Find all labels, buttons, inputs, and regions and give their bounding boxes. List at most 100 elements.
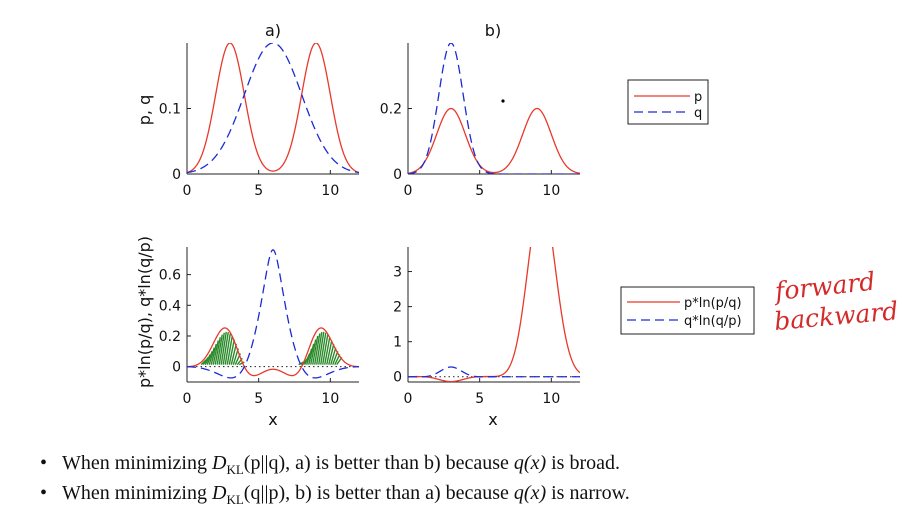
panel-b-plot: 0 5 10 0 0.2 [380,43,580,199]
bullet-list: • When minimizing DKL(p||q), a) is better… [40,452,630,512]
hatch-stroke [312,335,319,365]
x-tick-label: 0 [404,391,413,407]
hatch-stroke [310,339,317,365]
panel-c-ylabel: p*ln(p/q), q*ln(q/p) [135,236,154,388]
panel-b: b) 0 5 10 0 0.2 [380,21,580,199]
kl-subscript: KL [226,492,244,507]
panel-c-xlabel: x [268,410,277,429]
series-line-plnpq [187,327,359,377]
hatch-stroke [214,337,221,365]
hatch-stroke [224,333,231,365]
y-tick-label: 1 [393,335,402,351]
kl-symbol: D [211,452,227,474]
hatch-stroke [206,351,213,365]
y-tick-label: 0 [172,360,181,376]
x-tick-label: 0 [183,183,192,199]
legend-pln-label: p*ln(p/q) [684,296,742,311]
legend-top-box [627,79,709,125]
panel-d-xlabel: x [488,410,497,429]
x-tick-label: 0 [404,183,413,199]
legend-qln-label: q*ln(q/p) [684,314,742,329]
panel-c-plot: 0 5 10 0 0.2 0.4 0.6 [159,247,359,407]
bullet-dot: • [40,452,48,474]
series-line-q [408,43,580,174]
bullet-dot: • [40,482,48,504]
panel-c: p*ln(p/q), q*ln(q/p) x 0 5 10 0 0.2 0.4 0.6 [135,236,359,429]
x-tick-label: 5 [254,183,263,199]
hatch-stroke [326,340,333,365]
x-tick-label: 10 [542,391,560,407]
kl-subscript: KL [226,462,244,477]
bullet-text: is narrow. [546,482,630,504]
handwritten-annotation: forward backward [772,267,900,336]
hatch-stroke [332,351,339,365]
hatch-stroke [306,348,313,365]
bullet-text: When minimizing [62,482,212,504]
hatch-stroke [320,332,327,365]
hatch-stroke [316,331,323,365]
hatch-stroke [228,339,235,365]
series-line-p [187,43,359,174]
y-tick-label: 3 [393,265,402,281]
hatch-stroke [230,343,237,365]
hatch-stroke [308,343,315,365]
stray-dot [501,99,505,103]
bullet-text: (q||p), b) is better than a) because [243,482,514,504]
x-tick-label: 10 [321,391,339,407]
x-tick-label: 10 [321,183,339,199]
hatch-stroke [208,347,215,365]
y-tick-label: 0.4 [159,298,181,314]
hatch-stroke [220,331,227,365]
hatch-stroke [222,331,229,365]
hatch-stroke [298,361,304,366]
legend-bottom: p*ln(p/q) q*ln(q/p) [620,286,755,335]
panel-d-plot: 0 5 10 0 1 2 3 [393,247,580,407]
y-tick-label: 0.6 [159,268,181,284]
panel-a-ylabel: p, q [135,95,154,125]
panel-b-label: b) [485,21,501,40]
hatch-stroke [226,335,233,365]
hatch-stroke [318,331,325,365]
x-tick-label: 5 [475,391,484,407]
legend-bottom-box [620,286,755,335]
bullet-text: (p||q), a) is better than b) because [243,452,514,474]
hatch-stroke [328,343,335,365]
x-tick-label: 10 [542,183,560,199]
panel-a-label: a) [265,21,281,40]
hatch-stroke [216,334,223,365]
hatch-stroke [210,343,217,365]
hatch-stroke [330,347,337,365]
y-tick-label: 0.2 [380,102,402,118]
y-tick-label: 0.2 [159,329,181,345]
q-of-x: q(x) [513,482,547,504]
legend-q-label: q [694,106,702,121]
hatch-stroke [314,333,321,365]
green-hatching [200,331,343,366]
legend-p-label: p [694,90,702,105]
y-tick-label: 0 [393,167,402,183]
hatch-stroke [202,356,209,366]
bullet-reverse-kl: • When minimizing DKL(q||p), b) is better… [40,482,630,508]
bullet-text: is broad. [546,452,620,474]
panel-a: a) p, q 0 5 10 0 0.1 [135,21,359,199]
y-tick-label: 0.1 [159,102,181,118]
panel-d: x 0 5 10 0 1 2 3 [393,247,580,429]
hatch-stroke [324,337,331,365]
hatch-stroke [204,354,211,365]
series-line-qlnqp [187,249,359,379]
y-tick-label: 0 [393,370,402,386]
x-tick-label: 5 [475,183,484,199]
series-line-plnpq [408,247,580,382]
legend-top: p q [627,79,709,125]
series-line-p [408,107,580,174]
kl-symbol: D [211,482,227,504]
series-line-q [187,43,359,174]
bullet-text: When minimizing [62,452,212,474]
q-of-x: q(x) [513,452,547,474]
bullet-forward-kl: • When minimizing DKL(p||q), a) is better… [40,452,630,478]
y-tick-label: 0 [172,167,181,183]
hatch-stroke [212,340,219,365]
panel-a-plot: 0 5 10 0 0.1 [159,43,359,199]
hatch-stroke [322,334,329,365]
